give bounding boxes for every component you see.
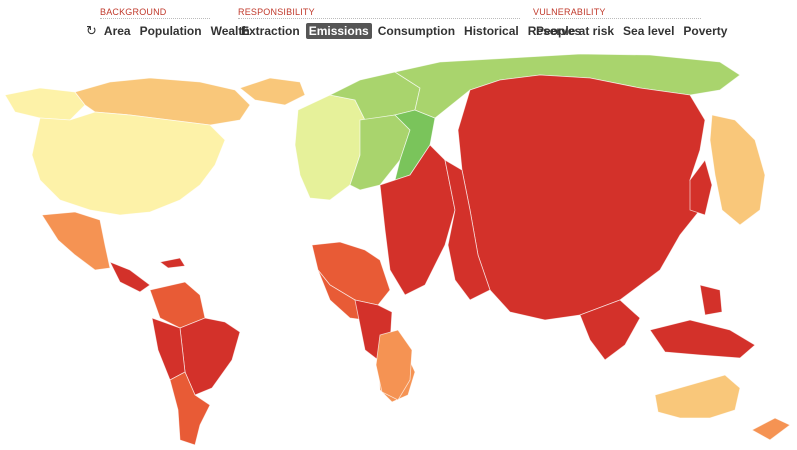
background-group: BACKGROUND ↻ Area Population Wealth — [86, 7, 256, 39]
background-item-area[interactable]: Area — [103, 24, 131, 38]
region-middle-east[interactable] — [379, 144, 456, 296]
vulnerability-item-poverty[interactable]: Poverty — [683, 24, 728, 38]
region-alaska[interactable] — [4, 87, 86, 121]
region-india[interactable] — [444, 159, 491, 301]
region-caribbean[interactable] — [159, 257, 186, 269]
vulnerability-group-title: VULNERABILITY — [533, 7, 701, 19]
region-central-america[interactable] — [109, 261, 151, 293]
region-greenland[interactable] — [239, 77, 306, 106]
vulnerability-item-people-at-risk[interactable]: People at risk — [536, 24, 615, 38]
region-australia[interactable] — [654, 374, 741, 419]
background-item-wealth[interactable]: Wealth — [210, 24, 250, 38]
responsibility-item-reserves[interactable]: Reserves — [527, 24, 582, 38]
responsibility-item-consumption[interactable]: Consumption — [377, 24, 456, 38]
region-southeast-asia[interactable] — [579, 299, 641, 361]
toolbar: BACKGROUND ↻ Area Population Wealth RESP… — [0, 0, 797, 48]
region-indonesia[interactable] — [649, 319, 756, 359]
vulnerability-group: VULNERABILITY People at risk Sea level P… — [533, 7, 733, 39]
background-item-population[interactable]: Population — [139, 24, 202, 38]
region-new-zealand[interactable] — [751, 417, 791, 441]
region-argentina[interactable] — [169, 371, 211, 446]
cartogram-map[interactable] — [0, 48, 797, 450]
background-group-title: BACKGROUND — [100, 7, 210, 19]
responsibility-item-emissions[interactable]: Emissions — [305, 23, 372, 39]
region-north-africa[interactable] — [311, 241, 391, 306]
region-china[interactable] — [457, 74, 706, 321]
region-korea[interactable] — [689, 159, 713, 216]
vulnerability-item-sea-level[interactable]: Sea level — [623, 24, 675, 38]
region-philippines[interactable] — [699, 284, 723, 316]
region-mexico[interactable] — [41, 211, 111, 271]
responsibility-item-historical[interactable]: Historical — [464, 24, 519, 38]
refresh-icon[interactable]: ↻ — [86, 23, 97, 39]
region-southern-peninsula[interactable] — [375, 329, 413, 401]
region-japan[interactable] — [709, 114, 766, 226]
responsibility-item-extraction[interactable]: Extraction — [241, 24, 300, 38]
responsibility-group-title: RESPONSIBILITY — [238, 7, 520, 19]
region-usa[interactable] — [31, 111, 226, 216]
responsibility-group: RESPONSIBILITY Extraction Emissions Cons… — [238, 7, 587, 39]
